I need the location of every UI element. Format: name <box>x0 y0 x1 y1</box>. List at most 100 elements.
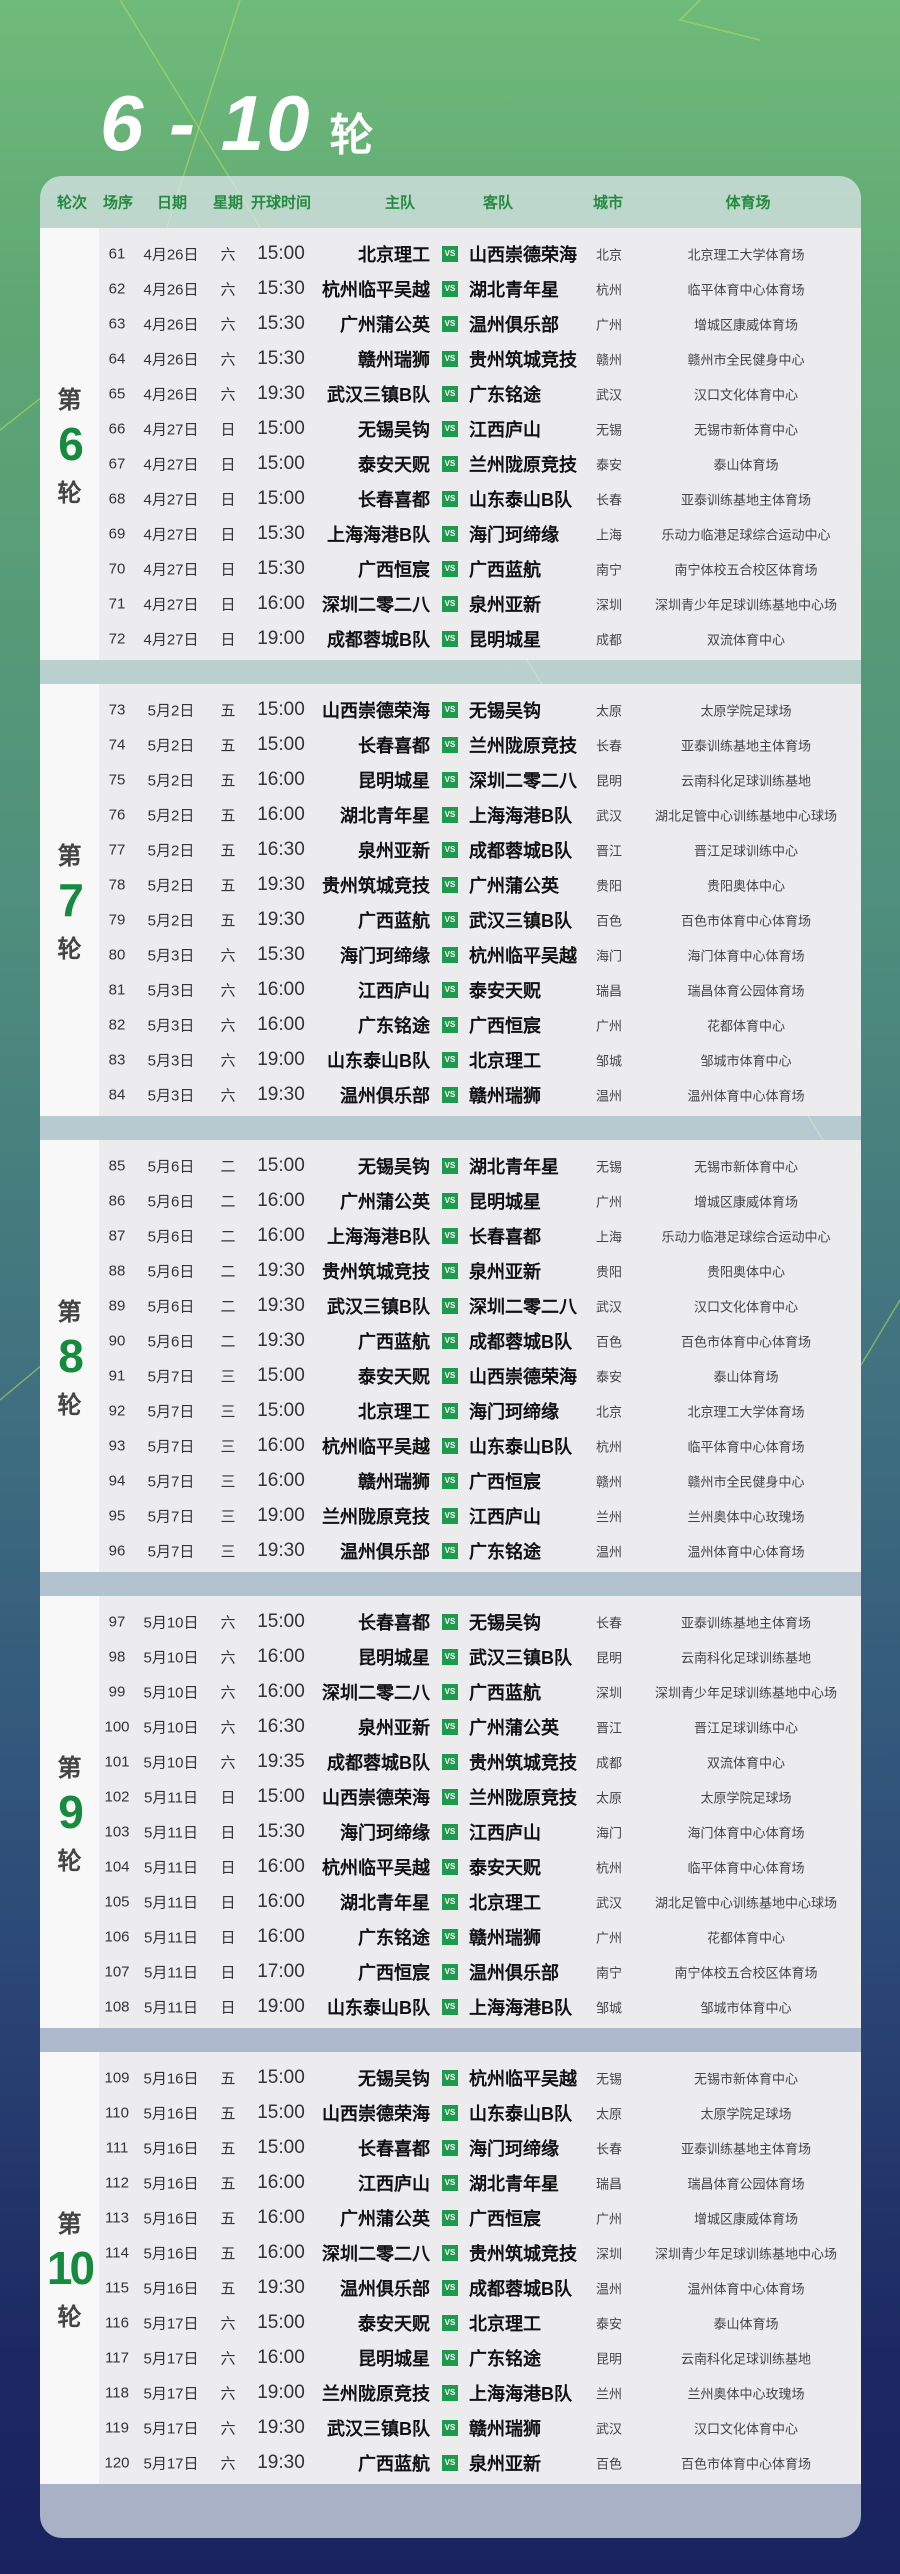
city: 赣州 <box>595 1474 623 1489</box>
match-weekday: 日 <box>220 491 236 508</box>
match-row: 87 5月6日 二 16:00 上海海港B队 VS 长春喜都 上海 乐动力临港足球综合运动中心 <box>99 1218 861 1253</box>
match-row: 83 5月3日 六 19:00 山东泰山B队 VS 北京理工 邹城 邹城市体育中心 <box>99 1042 861 1077</box>
home-team: 山西崇德荣海 <box>322 1787 430 1808</box>
vs-badge-icon: VS <box>442 1262 458 1279</box>
match-no: 71 <box>108 595 126 612</box>
home-team: 山西崇德荣海 <box>322 2103 430 2124</box>
vs-badge-icon: VS <box>442 595 458 612</box>
away-team: 北京理工 <box>469 2313 541 2334</box>
match-row: 80 5月3日 六 15:30 海门珂缔缘 VS 杭州临平吴越 海门 海门体育中心体育场 <box>99 937 861 972</box>
match-no: 114 <box>105 2244 129 2261</box>
venue: 温州体育中心体育场 <box>687 1088 805 1103</box>
match-no: 61 <box>108 245 126 262</box>
header-home: 主队 <box>384 194 416 212</box>
away-team: 广东铭途 <box>469 384 541 405</box>
match-weekday: 五 <box>220 702 236 719</box>
kickoff-time: 19:30 <box>257 1294 305 1316</box>
kickoff-time: 16:00 <box>257 1680 305 1702</box>
match-no: 102 <box>104 1788 130 1805</box>
kickoff-time: 16:00 <box>257 1224 305 1246</box>
match-date: 5月7日 <box>147 1368 195 1385</box>
kickoff-time: 15:00 <box>257 1399 305 1421</box>
match-row: 116 5月17日 六 15:00 泰安天贶 VS 北京理工 泰安 泰山体育场 <box>99 2305 861 2340</box>
match-no: 78 <box>108 876 126 893</box>
home-team: 泉州亚新 <box>358 1717 430 1738</box>
match-date: 5月6日 <box>147 1193 195 1210</box>
kickoff-time: 15:00 <box>257 1610 305 1632</box>
match-weekday: 日 <box>220 1894 236 1911</box>
match-date: 4月27日 <box>143 491 199 508</box>
away-team: 海门珂缔缘 <box>469 1401 559 1422</box>
kickoff-time: 15:30 <box>257 522 305 544</box>
kickoff-time: 19:30 <box>257 2276 305 2298</box>
match-weekday: 六 <box>220 1684 236 1701</box>
vs-badge-icon: VS <box>442 1718 458 1735</box>
round-label: 第 9 轮 <box>40 1596 99 2028</box>
city: 成都 <box>595 632 623 647</box>
home-team: 成都蓉城B队 <box>327 1752 430 1773</box>
match-date: 5月11日 <box>144 1999 198 2016</box>
venue: 太原学院足球场 <box>700 703 792 718</box>
home-team: 深圳二零二八 <box>322 2243 430 2264</box>
kickoff-time: 15:00 <box>257 2066 305 2088</box>
match-no: 95 <box>108 1507 126 1524</box>
kickoff-time: 16:00 <box>257 978 305 1000</box>
match-row: 93 5月7日 三 16:00 杭州临平吴越 VS 山东泰山B队 杭州 临平体育中心体育场 <box>99 1428 861 1463</box>
venue: 赣州市全民健身中心 <box>687 1474 805 1489</box>
vs-badge-icon: VS <box>442 2419 458 2436</box>
city: 长春 <box>595 2141 623 2156</box>
venue: 瑞昌体育公园体育场 <box>687 2176 805 2191</box>
venue: 双流体育中心 <box>706 632 786 647</box>
header-venue: 体育场 <box>725 194 771 212</box>
away-team: 兰州陇原竞技 <box>469 735 577 756</box>
match-row: 64 4月26日 六 15:30 赣州瑞狮 VS 贵州筑城竞技 赣州 赣州市全民健身中心 <box>99 341 861 376</box>
away-team: 赣州瑞狮 <box>469 1927 541 1948</box>
home-team: 广西蓝航 <box>358 910 430 931</box>
match-no: 106 <box>104 1928 130 1945</box>
title-unit: 轮 <box>329 111 374 160</box>
vs-badge-icon: VS <box>442 2279 458 2296</box>
away-team: 广东铭途 <box>469 2348 541 2369</box>
venue: 无锡市新体育中心 <box>693 1159 799 1174</box>
match-weekday: 五 <box>220 807 236 824</box>
venue: 乐动力临港足球综合运动中心 <box>661 1229 831 1244</box>
home-team: 无锡吴钩 <box>358 419 430 440</box>
kickoff-time: 15:00 <box>257 417 305 439</box>
match-no: 80 <box>108 946 126 963</box>
city: 昆明 <box>595 1650 623 1665</box>
match-row: 84 5月3日 六 19:30 温州俱乐部 VS 赣州瑞狮 温州 温州体育中心体育场 <box>99 1077 861 1112</box>
match-row: 61 4月26日 六 15:00 北京理工 VS 山西崇德荣海 北京 北京理工大学体育场 <box>99 236 861 271</box>
match-weekday: 二 <box>220 1298 236 1315</box>
schedule-table: 轮次 场序 日期 星期 开球时间 主队 客队 城市 体育场 第 6 轮 61 4月26日… <box>40 176 861 2538</box>
city: 杭州 <box>595 282 623 297</box>
kickoff-time: 19:30 <box>257 1329 305 1351</box>
match-row: 81 5月3日 六 16:00 江西庐山 VS 泰安天贶 瑞昌 瑞昌体育公园体育场 <box>99 972 861 1007</box>
away-team: 江西庐山 <box>469 1822 541 1843</box>
match-no: 65 <box>108 385 126 402</box>
vs-badge-icon: VS <box>442 946 458 963</box>
kickoff-time: 19:30 <box>257 382 305 404</box>
venue: 临平体育中心体育场 <box>687 282 805 297</box>
vs-badge-icon: VS <box>442 1332 458 1349</box>
match-row: 113 5月16日 五 16:00 广州蒲公英 VS 广西恒宸 广州 增城区康威体育场 <box>99 2200 861 2235</box>
home-team: 杭州临平吴越 <box>322 1436 430 1457</box>
city: 百色 <box>595 2456 623 2471</box>
match-no: 79 <box>108 911 126 928</box>
kickoff-time: 16:00 <box>257 768 305 790</box>
match-row: 79 5月2日 五 19:30 广西蓝航 VS 武汉三镇B队 百色 百色市体育中心体育场 <box>99 902 861 937</box>
match-date: 4月27日 <box>143 421 199 438</box>
match-no: 91 <box>108 1367 126 1384</box>
city: 温州 <box>595 1544 623 1559</box>
match-date: 5月11日 <box>144 1929 198 1946</box>
match-weekday: 五 <box>220 2070 236 2087</box>
away-team: 成都蓉城B队 <box>469 1331 572 1352</box>
venue: 增城区康威体育场 <box>693 317 799 332</box>
match-row: 90 5月6日 二 19:30 广西蓝航 VS 成都蓉城B队 百色 百色市体育中心体育场 <box>99 1323 861 1358</box>
city: 泰安 <box>595 1369 623 1384</box>
vs-badge-icon: VS <box>442 630 458 647</box>
match-weekday: 三 <box>220 1508 236 1525</box>
away-team: 山东泰山B队 <box>469 2103 572 2124</box>
vs-badge-icon: VS <box>442 1507 458 1524</box>
home-team: 深圳二零二八 <box>322 1682 430 1703</box>
city: 长春 <box>595 1615 623 1630</box>
